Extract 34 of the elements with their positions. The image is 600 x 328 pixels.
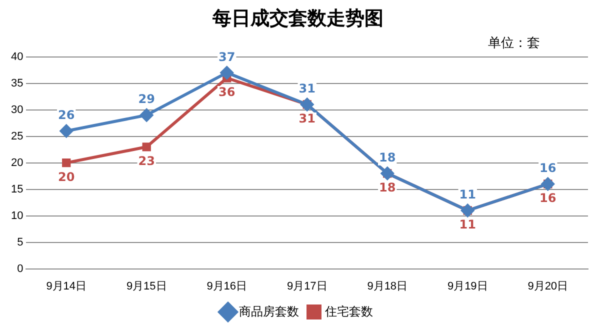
data-label: 23 bbox=[138, 154, 155, 168]
x-tick-label: 9月19日 bbox=[447, 280, 488, 292]
y-tick-label: 15 bbox=[10, 183, 24, 196]
y-tick-label: 30 bbox=[10, 104, 24, 116]
data-label: 16 bbox=[540, 161, 556, 176]
y-tick-label: 35 bbox=[10, 77, 24, 90]
y-tick-label: 25 bbox=[10, 130, 24, 142]
data-label: 11 bbox=[459, 188, 476, 202]
text: 单位：套 bbox=[488, 35, 540, 52]
x-tick-label: 9月18日 bbox=[367, 280, 408, 292]
x-tick-label: 9月17日 bbox=[286, 280, 328, 292]
data-label: 31 bbox=[298, 82, 316, 96]
y-tick-label: 40 bbox=[10, 50, 24, 63]
data-label: 26 bbox=[58, 108, 75, 122]
data-label: 18 bbox=[379, 180, 396, 195]
chart-title: 每日成交套数走势图 bbox=[212, 7, 384, 30]
y-tick-label: 5 bbox=[17, 236, 24, 248]
legend-label: 住宅套数 bbox=[324, 304, 373, 318]
x-tick-label: 9月15日 bbox=[126, 280, 167, 292]
data-label: 37 bbox=[218, 50, 236, 64]
data-label: 20 bbox=[58, 170, 75, 184]
data-label: 36 bbox=[218, 85, 236, 100]
legend-label: 商品房套数 bbox=[239, 304, 299, 318]
data-label: 16 bbox=[540, 191, 556, 206]
data-label: 11 bbox=[459, 218, 476, 232]
y-tick-label: 0 bbox=[17, 262, 24, 275]
y-tick-label: 20 bbox=[10, 156, 24, 169]
data-label: 29 bbox=[138, 92, 155, 106]
y-tick-label: 10 bbox=[10, 210, 24, 222]
data-label: 18 bbox=[379, 150, 396, 165]
data-label: 31 bbox=[298, 112, 316, 126]
x-tick-label: 9月16日 bbox=[206, 280, 248, 292]
x-tick-label: 9月20日 bbox=[528, 280, 568, 292]
x-tick-label: 9月14日 bbox=[46, 280, 87, 292]
